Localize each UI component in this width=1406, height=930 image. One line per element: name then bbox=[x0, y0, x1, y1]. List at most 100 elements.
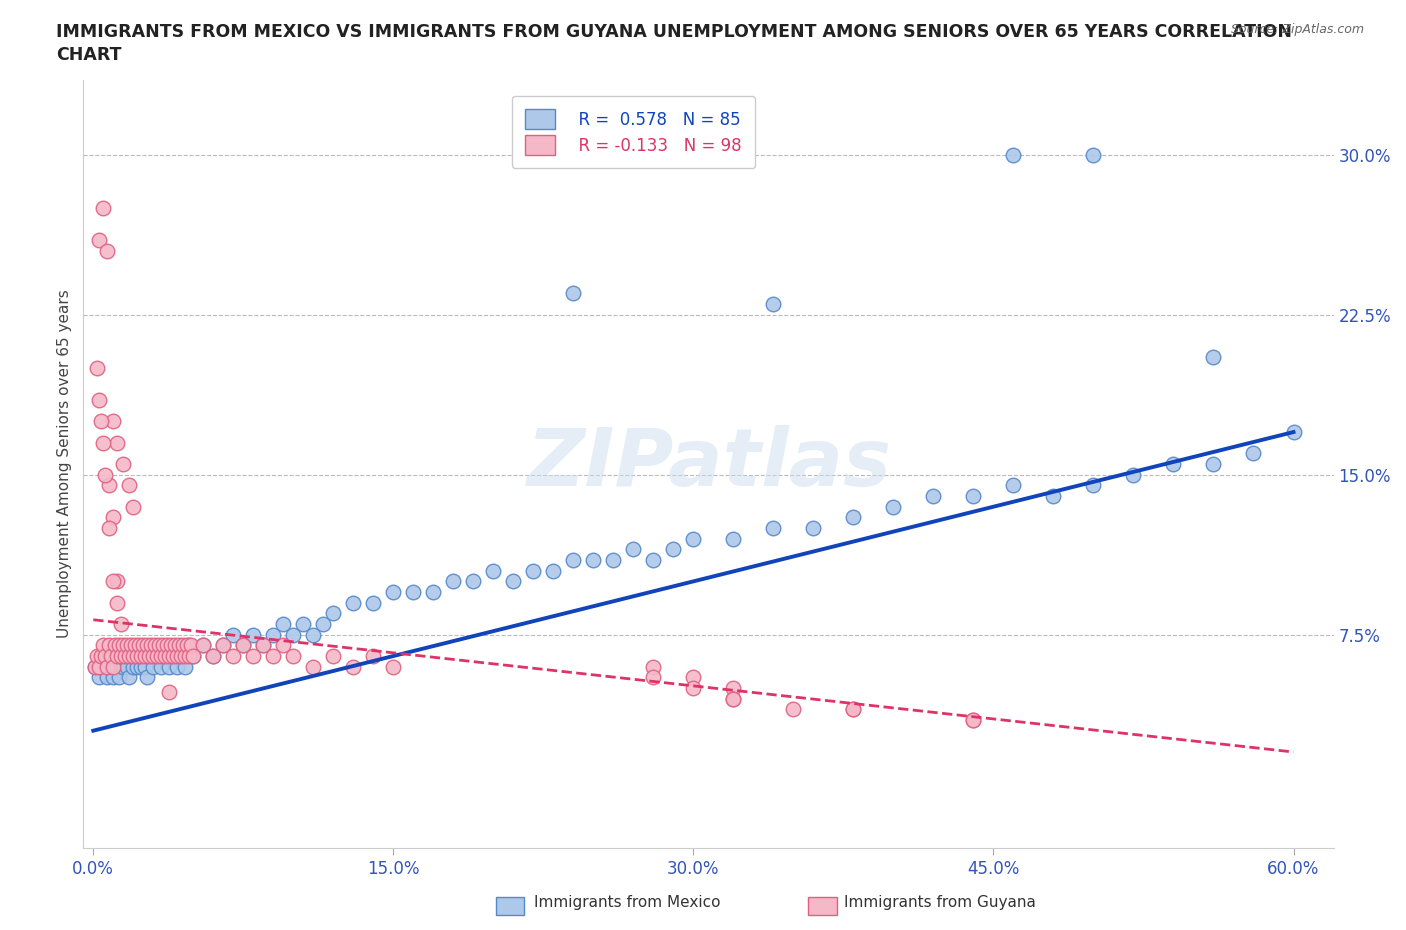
Point bbox=[166, 659, 188, 674]
Point bbox=[104, 638, 127, 653]
Point bbox=[108, 670, 131, 684]
Text: Source: ZipAtlas.com: Source: ZipAtlas.com bbox=[1230, 23, 1364, 36]
Point bbox=[103, 659, 125, 674]
Point bbox=[283, 648, 305, 663]
Point bbox=[96, 659, 118, 674]
Point bbox=[179, 638, 201, 653]
Point bbox=[723, 691, 745, 706]
Point bbox=[562, 286, 585, 300]
Point bbox=[582, 552, 605, 567]
Point bbox=[112, 638, 135, 653]
Point bbox=[89, 232, 111, 247]
Point bbox=[134, 648, 156, 663]
Point bbox=[312, 617, 335, 631]
Point bbox=[152, 638, 174, 653]
Point bbox=[156, 638, 179, 653]
Point bbox=[252, 638, 274, 653]
Point bbox=[1002, 147, 1025, 162]
Point bbox=[127, 648, 149, 663]
Point bbox=[922, 488, 945, 503]
Point bbox=[682, 670, 704, 684]
Point bbox=[134, 659, 156, 674]
Point bbox=[522, 564, 544, 578]
Point bbox=[84, 659, 107, 674]
Point bbox=[129, 648, 152, 663]
Point bbox=[262, 627, 284, 642]
Point bbox=[273, 617, 295, 631]
Point bbox=[842, 702, 865, 717]
Point bbox=[110, 617, 132, 631]
Point bbox=[170, 648, 193, 663]
Point bbox=[110, 648, 132, 663]
Point bbox=[103, 414, 125, 429]
Point bbox=[96, 244, 118, 259]
Point bbox=[302, 627, 325, 642]
Point bbox=[621, 542, 644, 557]
Point bbox=[1002, 478, 1025, 493]
Point bbox=[143, 638, 166, 653]
Point bbox=[98, 521, 121, 536]
Point bbox=[138, 648, 160, 663]
Point bbox=[91, 435, 114, 450]
Text: CHART: CHART bbox=[56, 46, 122, 64]
Point bbox=[212, 638, 235, 653]
Point bbox=[222, 648, 245, 663]
Point bbox=[160, 638, 183, 653]
Point bbox=[128, 638, 150, 653]
Point bbox=[172, 638, 194, 653]
Point bbox=[273, 638, 295, 653]
Point bbox=[1202, 457, 1225, 472]
Y-axis label: Unemployment Among Seniors over 65 years: Unemployment Among Seniors over 65 years bbox=[58, 289, 72, 638]
Point bbox=[155, 648, 177, 663]
Point bbox=[129, 659, 152, 674]
Point bbox=[1243, 446, 1265, 461]
Point bbox=[100, 648, 122, 663]
Point bbox=[89, 670, 111, 684]
Point bbox=[110, 648, 132, 663]
Point bbox=[122, 499, 145, 514]
Point bbox=[150, 648, 173, 663]
Point bbox=[441, 574, 464, 589]
Point bbox=[142, 659, 165, 674]
Point bbox=[882, 499, 904, 514]
Point bbox=[543, 564, 565, 578]
Point bbox=[1083, 147, 1105, 162]
Point bbox=[232, 638, 254, 653]
Point bbox=[108, 638, 131, 653]
Point bbox=[242, 627, 264, 642]
Point bbox=[252, 638, 274, 653]
Point bbox=[105, 435, 128, 450]
Text: ZIPatlas: ZIPatlas bbox=[526, 425, 891, 503]
Point bbox=[322, 606, 344, 621]
Point bbox=[169, 638, 191, 653]
Point bbox=[103, 510, 125, 525]
Point bbox=[643, 670, 665, 684]
Point bbox=[94, 659, 117, 674]
Point bbox=[602, 552, 624, 567]
Point bbox=[1042, 488, 1064, 503]
Point bbox=[122, 659, 145, 674]
Point bbox=[643, 659, 665, 674]
Point bbox=[118, 478, 141, 493]
Point bbox=[302, 659, 325, 674]
Point bbox=[118, 648, 141, 663]
Point bbox=[283, 627, 305, 642]
Point bbox=[803, 521, 825, 536]
Point bbox=[382, 585, 405, 600]
Point bbox=[262, 648, 284, 663]
Point bbox=[382, 659, 405, 674]
Point bbox=[94, 467, 117, 482]
Point bbox=[90, 659, 112, 674]
Point bbox=[202, 648, 225, 663]
Point bbox=[84, 659, 107, 674]
Point bbox=[502, 574, 524, 589]
Legend:   R =  0.578   N = 85,   R = -0.133   N = 98: R = 0.578 N = 85, R = -0.133 N = 98 bbox=[512, 96, 755, 168]
Point bbox=[165, 638, 187, 653]
Point bbox=[148, 638, 170, 653]
Point bbox=[90, 414, 112, 429]
Point bbox=[179, 648, 201, 663]
Point bbox=[105, 574, 128, 589]
Point bbox=[98, 638, 121, 653]
Point bbox=[157, 659, 180, 674]
Point bbox=[128, 648, 150, 663]
